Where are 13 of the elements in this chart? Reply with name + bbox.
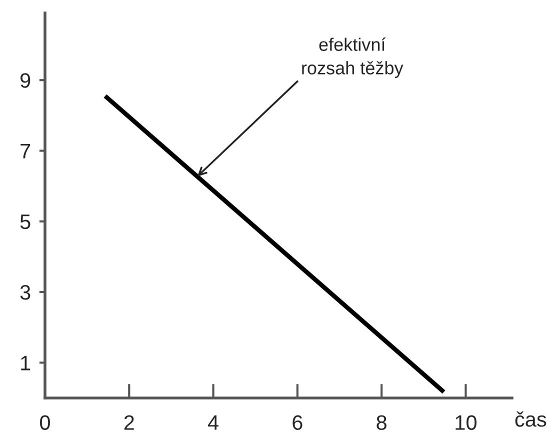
y-tick-label: 7 — [20, 144, 30, 158]
x-tick-label: 10 — [456, 415, 476, 430]
x-axis-title: čas — [515, 411, 546, 427]
y-tick-label: 3 — [20, 285, 30, 300]
x-tick-label: 8 — [376, 415, 386, 430]
annotation: efektivní rozsah těžby — [302, 38, 404, 78]
y-tick-label: 9 — [20, 73, 30, 88]
x-tick-label: 6 — [292, 415, 302, 430]
y-tick-label: 5 — [20, 214, 30, 230]
x-tick-label: 2 — [124, 415, 134, 430]
y-tick-label: 1 — [21, 356, 30, 370]
x-tick-label: 0 — [40, 415, 50, 430]
x-tick-label: 4 — [208, 415, 218, 430]
